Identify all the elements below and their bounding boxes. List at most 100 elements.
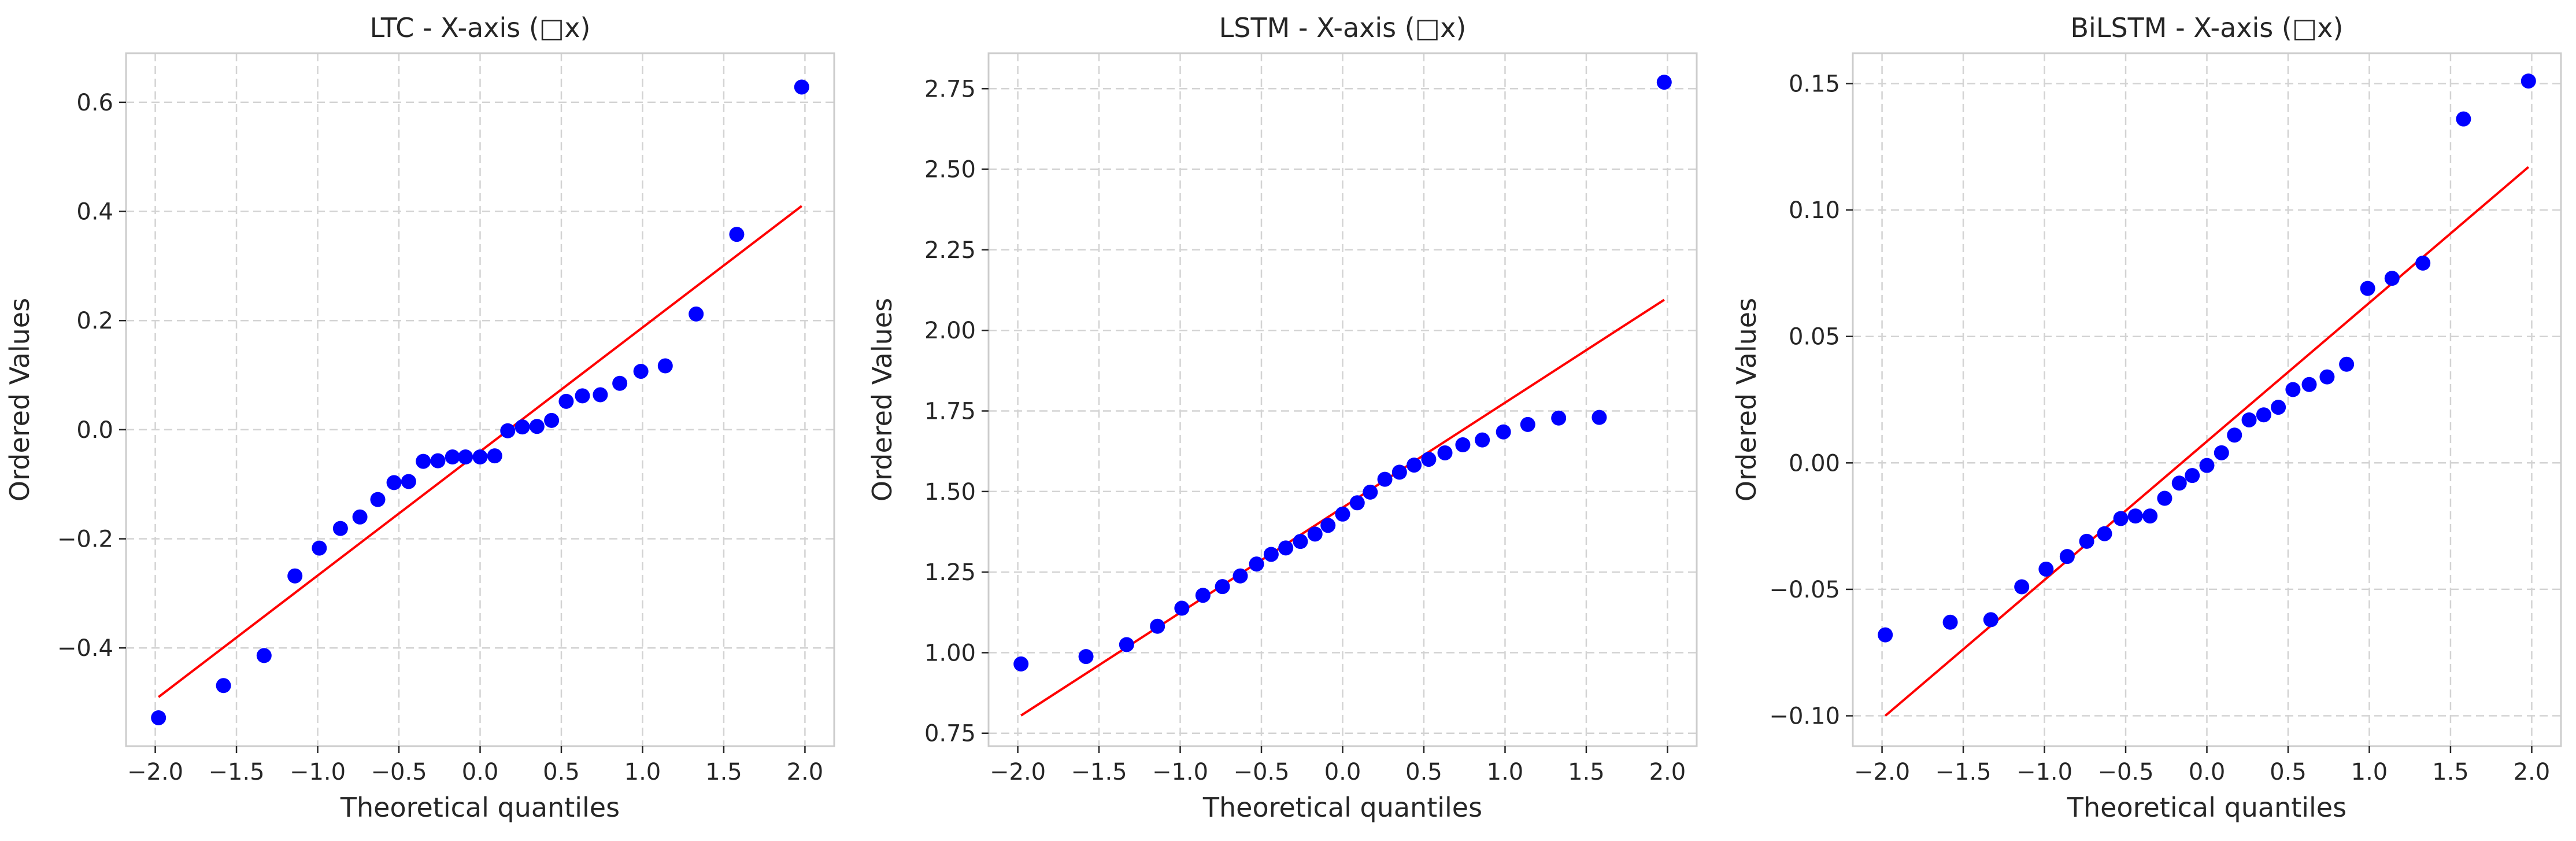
- chart-panel-1: −2.0 −1.5 −1.0 −0.5 0.0 0.5 1.0 1.5 2.0 −0.4 −0.2 0…: [4, 12, 835, 823]
- data-point: [1078, 649, 1094, 665]
- chart-title: BiLSTM - X-axis (□x): [2071, 12, 2344, 43]
- data-point: [2199, 458, 2215, 473]
- data-point: [1249, 556, 1264, 572]
- data-point: [2227, 427, 2242, 443]
- x-tick-label: 1.0: [2351, 759, 2388, 785]
- x-tick-label: 0.0: [462, 759, 499, 785]
- x-tick-label: 0.5: [1405, 759, 1442, 785]
- data-point: [2142, 508, 2158, 524]
- data-point: [729, 227, 745, 242]
- data-point: [2271, 400, 2286, 415]
- data-point: [256, 648, 272, 663]
- x-tick-label: −1.5: [1071, 759, 1127, 785]
- y-tick-label: −0.2: [57, 526, 113, 553]
- data-point: [287, 568, 303, 584]
- x-tick-label: −0.5: [371, 759, 427, 785]
- chart-panel-3: −2.0 −1.5 −1.0 −0.5 0.0 0.5 1.0 1.5 2.0 −0.10 −0.0…: [1731, 12, 2562, 823]
- data-point: [216, 678, 231, 694]
- x-tick-label: −2.0: [1854, 759, 1910, 785]
- x-tick-label: −2.0: [127, 759, 183, 785]
- data-point: [2113, 511, 2129, 526]
- y-tick-label: 2.50: [924, 157, 976, 183]
- data-point: [1391, 464, 1407, 480]
- data-point: [2171, 475, 2187, 491]
- data-point: [1520, 416, 1535, 432]
- data-point: [1335, 506, 1350, 522]
- data-point: [2079, 533, 2094, 549]
- x-tick-label: 2.0: [787, 759, 824, 785]
- data-point: [1150, 618, 1165, 634]
- y-tick-label: −0.10: [1769, 703, 1840, 730]
- y-tick-label: −0.4: [57, 635, 113, 662]
- y-tick-label: 0.15: [1789, 71, 1840, 97]
- data-point: [1983, 612, 1998, 628]
- y-tick-label: 0.05: [1789, 324, 1840, 351]
- data-point: [445, 449, 460, 465]
- data-point: [416, 453, 431, 469]
- data-point: [1363, 484, 1378, 500]
- y-tick-label: 0.2: [76, 308, 113, 334]
- data-point: [794, 79, 809, 95]
- x-tick-label: 0.5: [543, 759, 580, 785]
- data-point: [1349, 495, 1365, 511]
- y-tick-label: 2.00: [924, 318, 976, 344]
- data-point: [2301, 377, 2317, 392]
- data-point: [500, 423, 516, 438]
- y-axis-label: Ordered Values: [4, 298, 35, 501]
- x-tick-label: −0.5: [2097, 759, 2153, 785]
- x-tick-label: 0.0: [2189, 759, 2226, 785]
- x-tick-label: −1.0: [2016, 759, 2072, 785]
- data-point: [2319, 369, 2335, 385]
- y-tick-label: −0.05: [1769, 577, 1840, 603]
- data-point: [2241, 412, 2257, 427]
- data-point: [458, 449, 473, 465]
- data-point: [2185, 468, 2200, 484]
- data-point: [1013, 656, 1029, 672]
- data-point: [558, 393, 574, 409]
- data-point: [2014, 579, 2030, 595]
- data-point: [1195, 588, 1211, 603]
- y-axis-label: Ordered Values: [1731, 298, 1762, 501]
- x-tick-label: −0.5: [1233, 759, 1289, 785]
- x-tick-label: 1.5: [1568, 759, 1605, 785]
- data-point: [2097, 526, 2112, 541]
- x-tick-label: 1.0: [624, 759, 661, 785]
- y-axis-label: Ordered Values: [867, 298, 898, 501]
- x-tick-label: −1.5: [208, 759, 264, 785]
- y-tick-label: 0.4: [76, 199, 113, 226]
- data-point: [689, 306, 704, 322]
- data-point: [2157, 490, 2172, 506]
- chart-panel-2: −2.0 −1.5 −1.0 −0.5 0.0 0.5 1.0 1.5 2.0 0.75 1.00 1…: [867, 12, 1698, 823]
- data-point: [386, 475, 402, 490]
- data-point: [657, 358, 673, 374]
- data-point: [2256, 407, 2271, 423]
- x-axis-label: Theoretical quantiles: [1202, 792, 1482, 823]
- x-tick-label: −1.0: [1152, 759, 1208, 785]
- data-point: [529, 419, 545, 434]
- data-point: [1475, 432, 1490, 448]
- y-tick-label: 1.75: [924, 399, 976, 425]
- data-point: [151, 710, 166, 725]
- y-tick-label: 0.10: [1789, 197, 1840, 224]
- data-point: [1942, 614, 1958, 630]
- data-point: [1551, 410, 1567, 426]
- data-point: [515, 419, 530, 435]
- y-tick-label: 2.75: [924, 76, 976, 102]
- data-point: [1174, 600, 1190, 616]
- data-point: [575, 388, 590, 404]
- data-point: [2415, 255, 2431, 271]
- data-point: [2456, 111, 2471, 127]
- data-point: [1656, 75, 1672, 90]
- data-point: [370, 492, 386, 507]
- x-tick-label: −1.0: [290, 759, 346, 785]
- data-point: [2521, 73, 2536, 89]
- data-point: [1455, 437, 1471, 453]
- x-tick-label: 1.5: [2432, 759, 2469, 785]
- data-point: [2127, 508, 2143, 524]
- y-tick-label: 1.50: [924, 479, 976, 506]
- y-tick-label: 0.75: [924, 721, 976, 747]
- data-point: [1592, 410, 1607, 425]
- x-tick-label: −1.5: [1935, 759, 1991, 785]
- data-point: [1307, 526, 1323, 542]
